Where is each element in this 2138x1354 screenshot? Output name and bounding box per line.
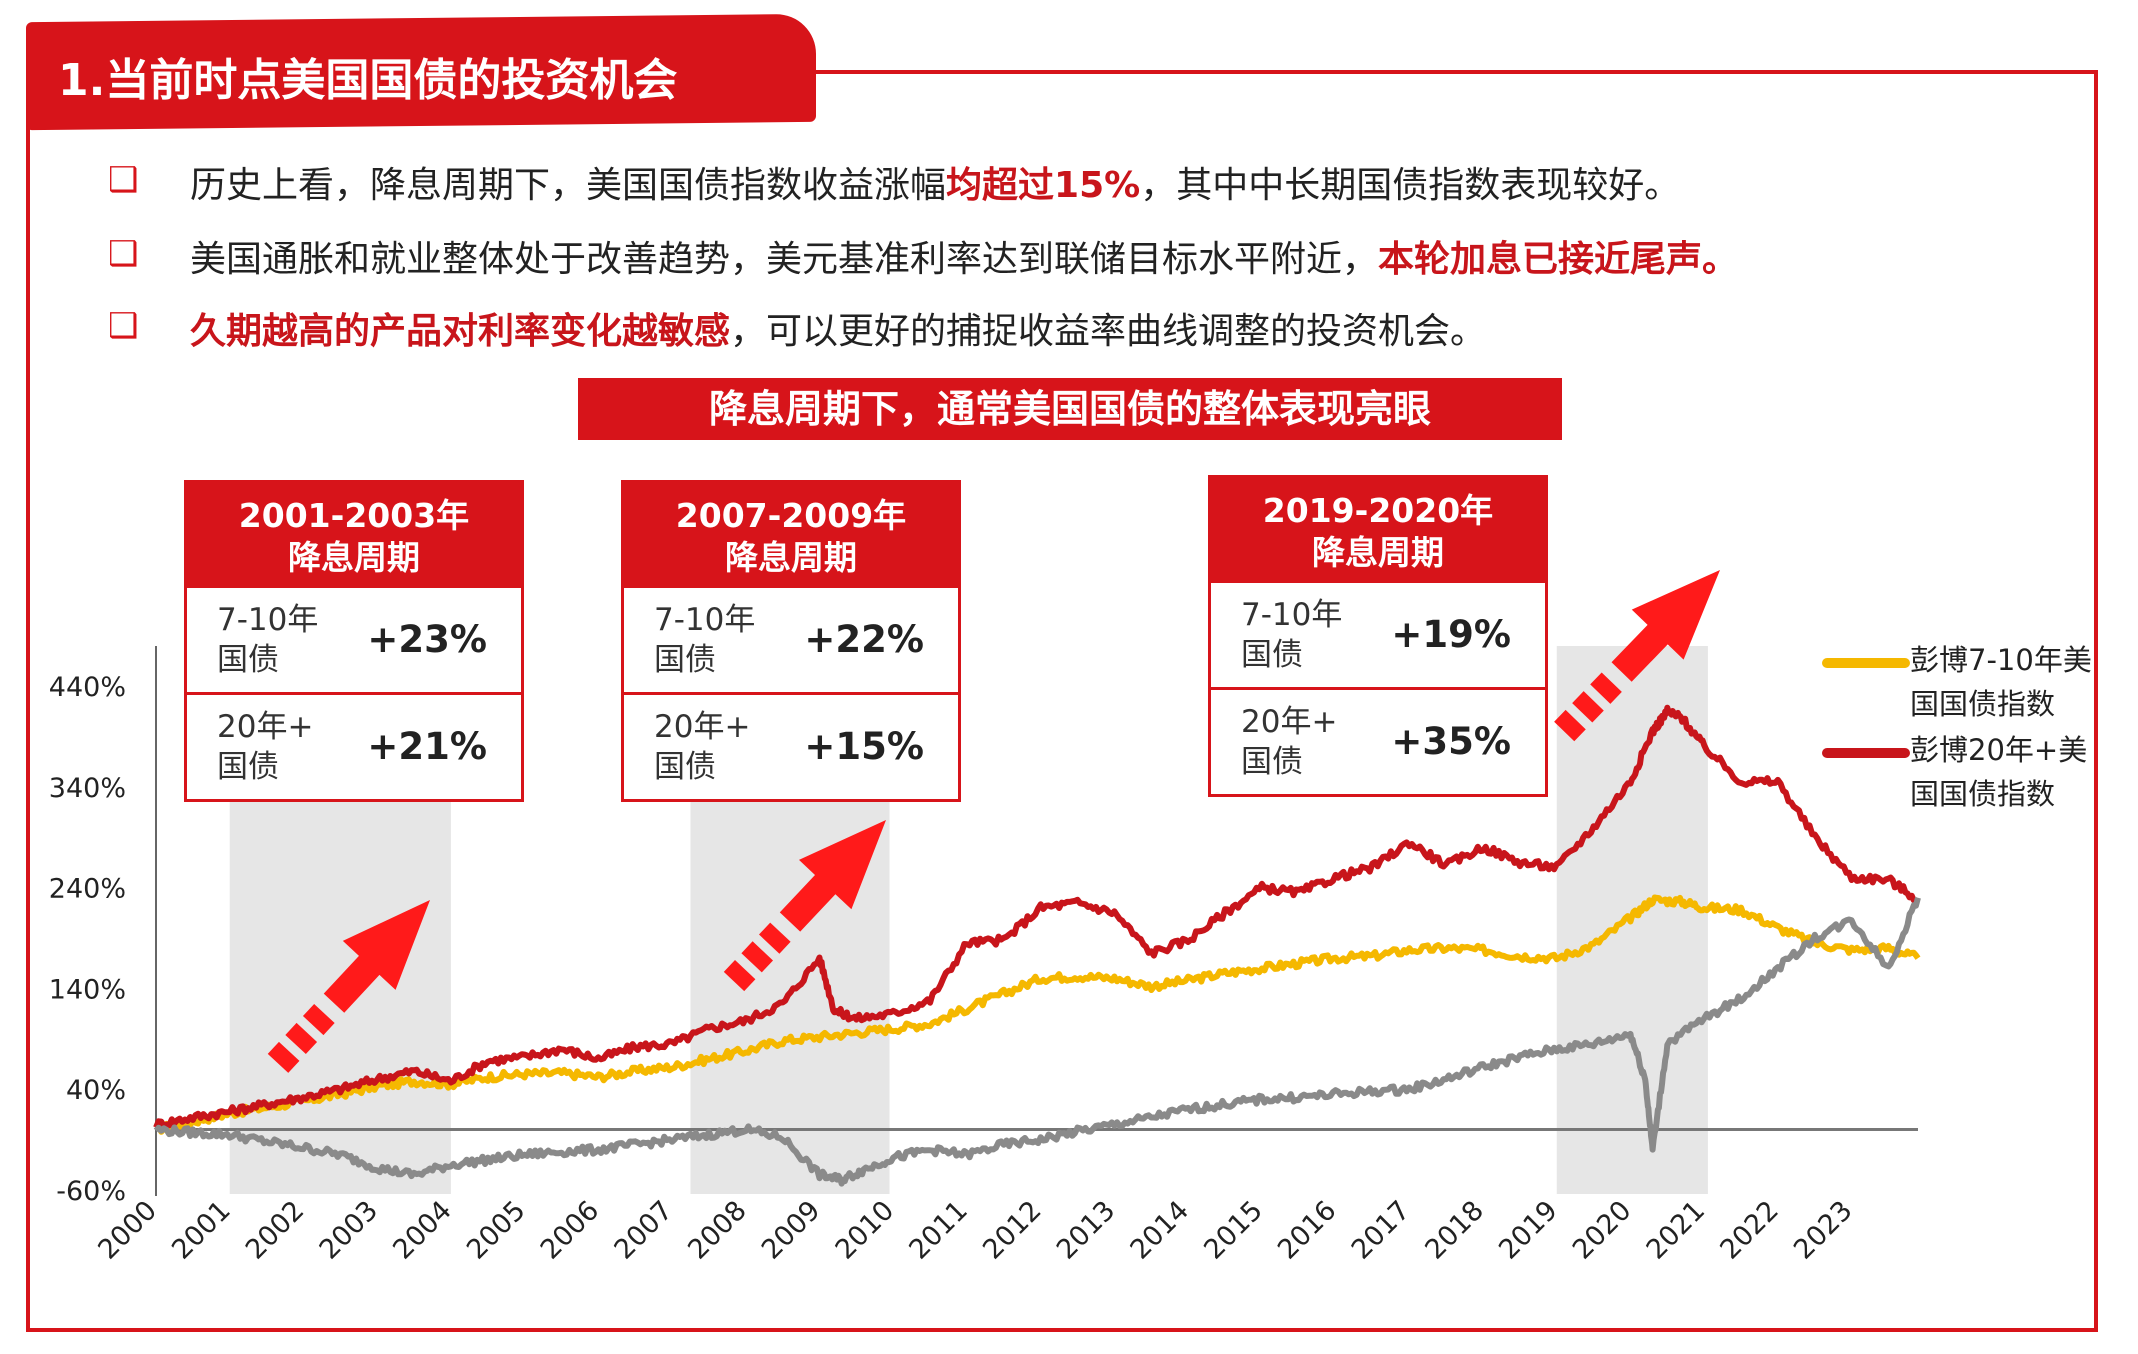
up-arrow-icon xyxy=(1554,570,1720,742)
bullet-checkbox-icon: ❑ xyxy=(108,306,139,346)
x-tick-label: 2019 xyxy=(1493,1195,1564,1266)
cycle-row: 20年+ 国债 +15% xyxy=(624,692,958,799)
x-tick-label: 2003 xyxy=(314,1195,385,1266)
arrow-dash xyxy=(741,941,773,973)
x-tick-label: 2009 xyxy=(756,1195,827,1266)
x-tick-label: 2017 xyxy=(1346,1195,1417,1266)
x-tick-label: 2016 xyxy=(1272,1195,1343,1266)
x-tick-label: 2011 xyxy=(903,1195,974,1266)
legend-item: 彭博20年+美 国国债指数 xyxy=(1822,728,2092,818)
arrow-dash xyxy=(302,1003,335,1036)
arrow-dash xyxy=(759,922,791,954)
y-tick-label: 340% xyxy=(49,773,126,804)
cycle-box-2007: 2007-2009年 降息周期 7-10年 国债 +22% 20年+ 国债 +15% xyxy=(621,480,961,802)
cycle-header: 2001-2003年 降息周期 xyxy=(187,483,521,585)
cycle-box-2019: 2019-2020年 降息周期 7-10年 国债 +19% 20年+ 国债 +35% xyxy=(1208,475,1548,797)
x-tick-label: 2010 xyxy=(830,1195,901,1266)
x-tick-label: 2014 xyxy=(1125,1195,1196,1266)
y-tick-label: 440% xyxy=(49,672,126,703)
x-tick-label: 2022 xyxy=(1714,1195,1785,1266)
series-line-0 xyxy=(155,894,1921,1135)
arrow-dash xyxy=(1572,691,1604,723)
x-tick-label: 2015 xyxy=(1198,1195,1269,1266)
bullet-checkbox-icon: ❑ xyxy=(108,234,139,274)
x-tick-label: 2008 xyxy=(682,1195,753,1266)
series-line-2 xyxy=(153,896,1921,1187)
x-tick-label: 2021 xyxy=(1641,1195,1712,1266)
x-tick-label: 2007 xyxy=(609,1195,680,1266)
cycle-row: 20年+ 国债 +35% xyxy=(1211,687,1545,794)
series-line-1 xyxy=(153,704,1920,1130)
y-tick-label: 240% xyxy=(49,874,126,905)
x-tick-label: 2018 xyxy=(1419,1195,1490,1266)
cycle-header: 2019-2020年 降息周期 xyxy=(1211,478,1545,580)
chart-legend: 彭博7-10年美 国国债指数 彭博20年+美 国国债指数 xyxy=(1822,638,2092,818)
arrow-head xyxy=(779,820,886,932)
bullet-line-3: 久期越高的产品对利率变化越敏感，可以更好的捕捉收益率曲线调整的投资机会。 xyxy=(190,311,1487,352)
x-tick-label: 2001 xyxy=(166,1195,237,1266)
cycle-header: 2007-2009年 降息周期 xyxy=(624,483,958,585)
cycle-row: 7-10年 国债 +23% xyxy=(187,585,521,692)
cycle-row: 20年+ 国债 +21% xyxy=(187,692,521,799)
cycle-box-2001: 2001-2003年 降息周期 7-10年 国债 +23% 20年+ 国债 +21% xyxy=(184,480,524,802)
arrow-head xyxy=(323,900,430,1013)
x-tick-label: 2020 xyxy=(1567,1195,1638,1266)
content-frame xyxy=(26,70,2098,1332)
arrow-head xyxy=(1611,570,1720,682)
cycle-row: 7-10年 国债 +22% xyxy=(624,585,958,692)
bullet-line-2: 美国通胀和就业整体处于改善趋势，美元基准利率达到联储目标水平附近，本轮加息已接近… xyxy=(190,239,1739,280)
x-tick-label: 2005 xyxy=(461,1195,532,1266)
arrow-dash xyxy=(723,960,756,992)
arrow-dash xyxy=(267,1041,300,1073)
arrow-dash xyxy=(1590,672,1622,704)
up-arrow-icon xyxy=(267,900,430,1073)
x-tick-label: 2013 xyxy=(1051,1195,1122,1266)
chart-subtitle: 降息周期下，通常美国国债的整体表现亮眼 xyxy=(578,378,1562,440)
y-tick-label: -60% xyxy=(56,1176,126,1207)
page-title: 1.当前时点美国国债的投资机会 xyxy=(58,55,678,106)
x-tick-label: 2012 xyxy=(977,1195,1048,1266)
y-tick-label: 40% xyxy=(66,1075,126,1106)
legend-swatch xyxy=(1822,658,1910,668)
x-tick-label: 2023 xyxy=(1788,1195,1859,1266)
up-arrow-icon xyxy=(723,820,886,992)
legend-swatch xyxy=(1822,748,1910,758)
cycle-row: 7-10年 国债 +19% xyxy=(1211,580,1545,687)
bullet-checkbox-icon: ❑ xyxy=(108,160,139,200)
arrow-dash xyxy=(1554,709,1586,742)
y-tick-label: 140% xyxy=(49,974,126,1005)
legend-item: 彭博7-10年美 国国债指数 xyxy=(1822,638,2092,728)
x-tick-label: 2002 xyxy=(240,1195,311,1266)
x-tick-label: 2004 xyxy=(387,1195,458,1266)
bullet-line-1: 历史上看，降息周期下，美国国债指数收益涨幅均超过15%，其中中长期国债指数表现较… xyxy=(190,165,1681,206)
x-tick-label: 2006 xyxy=(535,1195,606,1266)
arrow-dash xyxy=(285,1022,318,1055)
